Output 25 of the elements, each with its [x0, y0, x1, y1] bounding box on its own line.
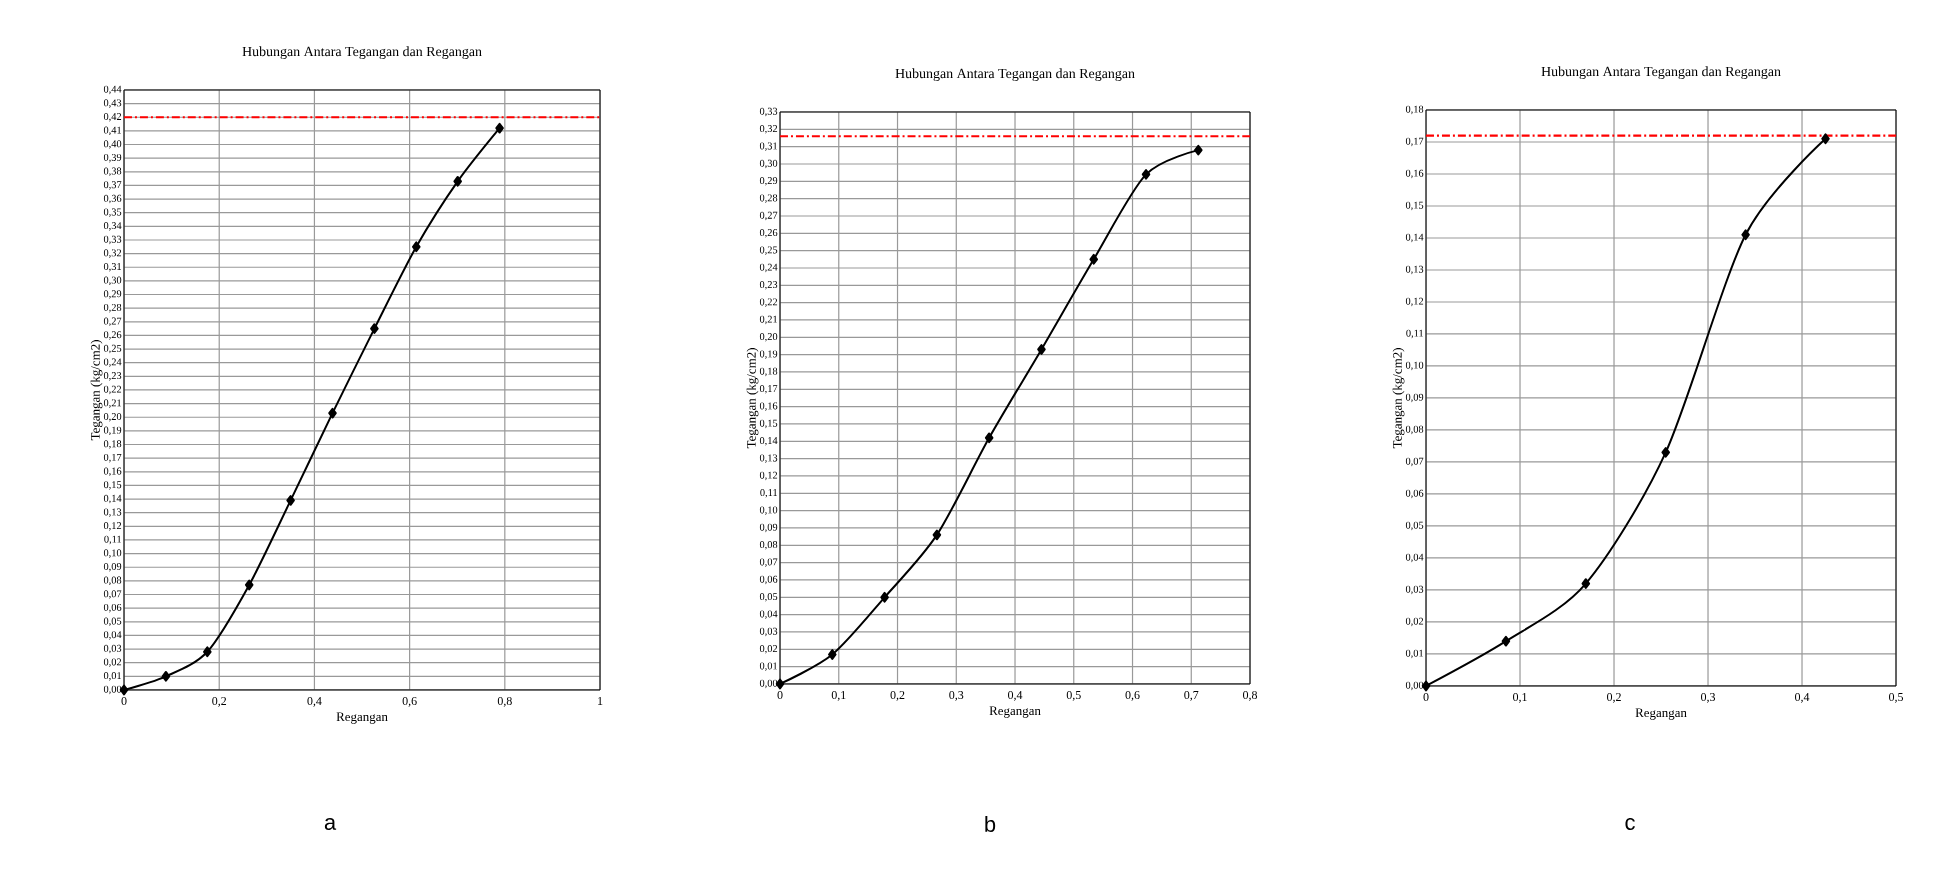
text: b [985, 815, 996, 833]
text: a [324, 817, 337, 830]
point [1089, 253, 1099, 265]
point [1741, 229, 1750, 241]
point [1821, 133, 1830, 145]
point [244, 579, 254, 591]
point [828, 649, 837, 660]
point [1037, 344, 1046, 355]
point [1661, 446, 1671, 458]
point [412, 241, 421, 253]
point [932, 529, 942, 541]
point [453, 175, 462, 187]
point [286, 495, 295, 506]
point [203, 646, 212, 658]
text: c [1625, 817, 1635, 830]
point [1194, 144, 1203, 156]
point [984, 432, 994, 444]
point [1581, 578, 1591, 589]
point [328, 407, 337, 419]
point [161, 670, 171, 682]
point [880, 591, 889, 603]
point [495, 122, 504, 134]
point [1501, 635, 1511, 647]
point [370, 323, 379, 334]
point [1141, 168, 1151, 180]
